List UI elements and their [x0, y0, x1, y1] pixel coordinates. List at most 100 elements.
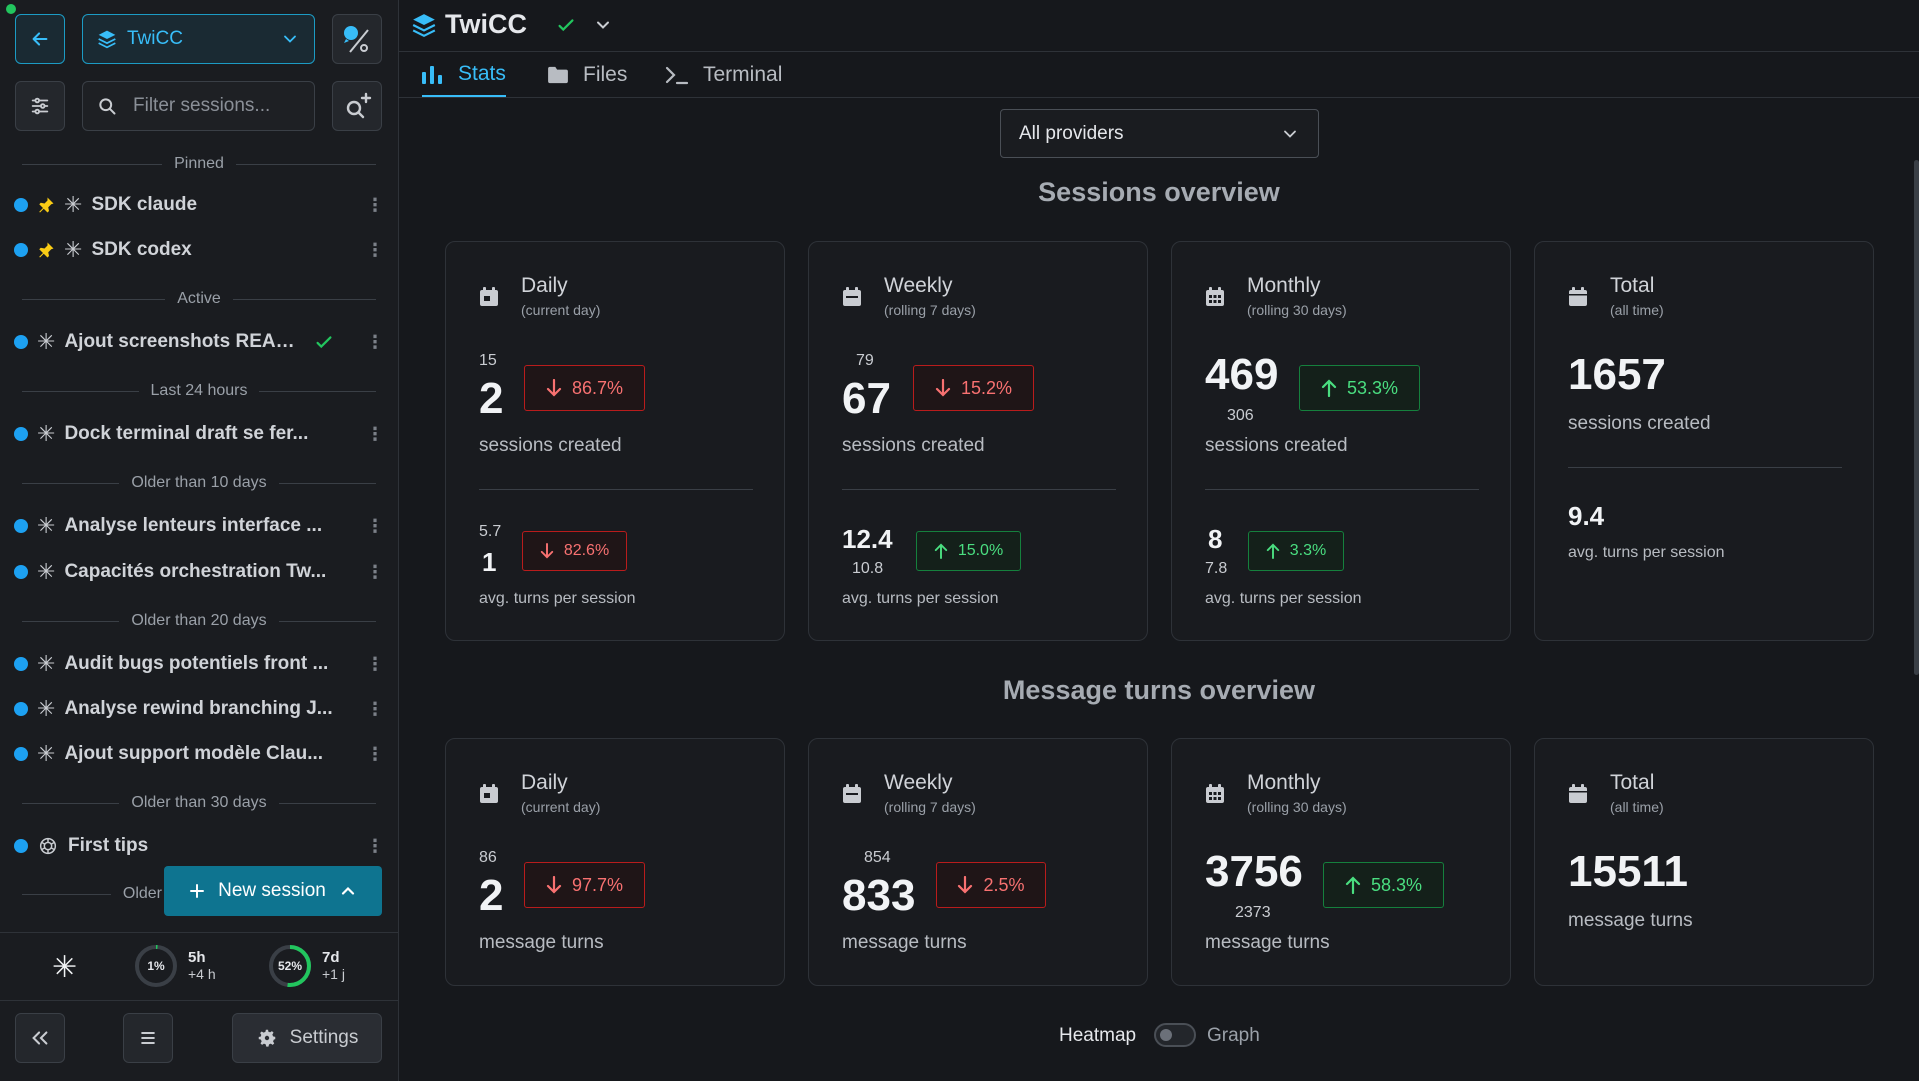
- session-item[interactable]: ✳ SDK claude ⋮: [14, 188, 384, 222]
- project-select[interactable]: TwiCC: [82, 14, 315, 64]
- session-status-dot: [14, 335, 28, 349]
- turns-overview-title: Message turns overview: [1002, 675, 1316, 705]
- back-button[interactable]: [15, 14, 65, 64]
- session-title: Audit bugs potentiels front ...: [64, 653, 329, 674]
- card-period: Weekly: [884, 274, 953, 297]
- session-status-dot: [14, 565, 28, 579]
- session-item[interactable]: ✳ Ajout screenshots READ... ⋮: [14, 325, 384, 359]
- stat-card-total: Total (all time) 1657 sessions created 9…: [1534, 241, 1874, 641]
- new-session-button[interactable]: New session: [164, 866, 382, 916]
- card-caption: sessions created: [842, 435, 985, 456]
- chat-tools-button[interactable]: [332, 14, 382, 64]
- change-value: 53.3%: [1346, 377, 1399, 398]
- connection-status-dot: [6, 4, 16, 14]
- filter-sessions-field[interactable]: [82, 81, 315, 131]
- session-status-dot: [14, 657, 28, 671]
- session-menu-icon[interactable]: ⋮: [366, 653, 384, 674]
- card-period: Daily: [521, 771, 568, 794]
- tab-stats[interactable]: Stats: [422, 52, 506, 97]
- group-header-label: Older than 30 days: [131, 794, 267, 811]
- previous-value: 2373: [1235, 904, 1271, 921]
- heatmap-label[interactable]: Heatmap: [1059, 1025, 1137, 1046]
- change-badge: 2.5%: [936, 862, 1046, 908]
- session-menu-icon[interactable]: ⋮: [366, 561, 384, 582]
- previous-value: 306: [1227, 407, 1254, 424]
- tab-files[interactable]: Files: [547, 52, 627, 97]
- session-item[interactable]: ✳ SDK codex ⋮: [14, 233, 384, 267]
- session-menu-icon[interactable]: ⋮: [366, 835, 384, 856]
- change-badge: 86.7%: [524, 365, 645, 411]
- turns-value: 3756: [1205, 847, 1303, 896]
- provider-select[interactable]: All providers: [1000, 109, 1319, 158]
- card-caption: message turns: [479, 932, 604, 953]
- claude-icon: ✳: [37, 329, 56, 354]
- scrollbar[interactable]: [1914, 160, 1919, 675]
- session-menu-icon[interactable]: ⋮: [366, 698, 384, 719]
- usage-5h-label: 5h +4 h: [188, 949, 216, 983]
- hamburger-icon: [141, 1032, 155, 1044]
- session-menu-icon[interactable]: ⋮: [366, 423, 384, 444]
- session-item[interactable]: First tips ⋮: [14, 829, 384, 863]
- turns-previous-value: 7.8: [1205, 560, 1228, 577]
- session-item[interactable]: ✳ Dock terminal draft se fer... ⋮: [14, 417, 384, 451]
- turns-card-weekly: Weekly (rolling 7 days) 854 833 2.5% mes…: [808, 738, 1148, 986]
- collapse-sidebar-button[interactable]: [15, 1013, 65, 1063]
- session-menu-icon[interactable]: ⋮: [366, 239, 384, 260]
- sessions-value: 67: [842, 374, 891, 423]
- chevron-up-icon[interactable]: [338, 881, 358, 901]
- heatmap-graph-switch[interactable]: [1154, 1023, 1196, 1047]
- usage-ring-7d: 52%: [269, 945, 311, 987]
- session-item[interactable]: ✳ Analyse lenteurs interface ... ⋮: [14, 509, 384, 543]
- usage-7d-percent: 52%: [278, 959, 302, 973]
- turns-value: 2: [479, 871, 504, 920]
- divider: [842, 489, 1116, 490]
- filter-sessions-input[interactable]: [131, 94, 295, 118]
- turns-change-badge: 15.0%: [916, 531, 1021, 571]
- session-menu-icon[interactable]: ⋮: [366, 331, 384, 352]
- session-item[interactable]: ✳ Audit bugs potentiels front ... ⋮: [14, 647, 384, 681]
- calendar-icon: [480, 784, 498, 803]
- arrow-down-icon: [546, 379, 562, 397]
- tab-label: Stats: [458, 61, 506, 85]
- claude-icon: ✳: [37, 741, 56, 766]
- usage-5h-reset: +4 h: [188, 966, 216, 982]
- filter-options-button[interactable]: [15, 81, 65, 131]
- session-title: SDK claude: [91, 194, 198, 215]
- card-period-sub: (current day): [521, 302, 601, 318]
- graph-label[interactable]: Graph: [1207, 1025, 1260, 1046]
- turns-caption: avg. turns per session: [842, 590, 999, 607]
- usage-5h-window: 5h: [188, 949, 206, 966]
- turns-change-badge: 82.6%: [522, 531, 627, 571]
- arrow-down-icon: [540, 543, 554, 559]
- session-menu-icon[interactable]: ⋮: [366, 515, 384, 536]
- card-period-sub: (all time): [1610, 799, 1664, 815]
- session-menu-icon[interactable]: ⋮: [366, 743, 384, 764]
- menu-button[interactable]: [123, 1013, 173, 1063]
- tab-label: Terminal: [703, 62, 783, 86]
- chat-tools-icon: [344, 26, 369, 53]
- arrow-up-icon: [1345, 876, 1361, 894]
- sessions-value: 1657: [1568, 350, 1666, 399]
- chevron-down-icon[interactable]: [593, 15, 613, 35]
- session-item[interactable]: ✳ Ajout support modèle Clau... ⋮: [14, 737, 384, 771]
- group-header-label: Older: [122, 885, 162, 902]
- session-status-dot: [14, 839, 28, 853]
- settings-button[interactable]: Settings: [232, 1013, 382, 1063]
- tab-terminal[interactable]: Terminal: [665, 52, 782, 97]
- search-add-button[interactable]: [332, 81, 382, 131]
- session-item[interactable]: ✳ Analyse rewind branching J... ⋮: [14, 692, 384, 726]
- claude-icon: ✳: [37, 513, 56, 538]
- card-caption: sessions created: [479, 435, 622, 456]
- session-item[interactable]: ✳ Capacités orchestration Tw... ⋮: [14, 555, 384, 589]
- change-value: 58.3%: [1370, 874, 1423, 895]
- session-menu-icon[interactable]: ⋮: [366, 194, 384, 215]
- turns-value: 1: [482, 547, 497, 577]
- session-title: Analyse lenteurs interface ...: [64, 515, 323, 536]
- view-toggle: Heatmap Graph: [399, 1022, 1919, 1052]
- card-period-sub: (all time): [1610, 302, 1664, 318]
- claude-icon: ✳: [37, 651, 56, 676]
- group-header-label: Last 24 hours: [150, 382, 248, 399]
- session-status-dot: [14, 519, 28, 533]
- bar-chart-icon: [422, 65, 442, 84]
- claude-icon: ✳: [37, 696, 56, 721]
